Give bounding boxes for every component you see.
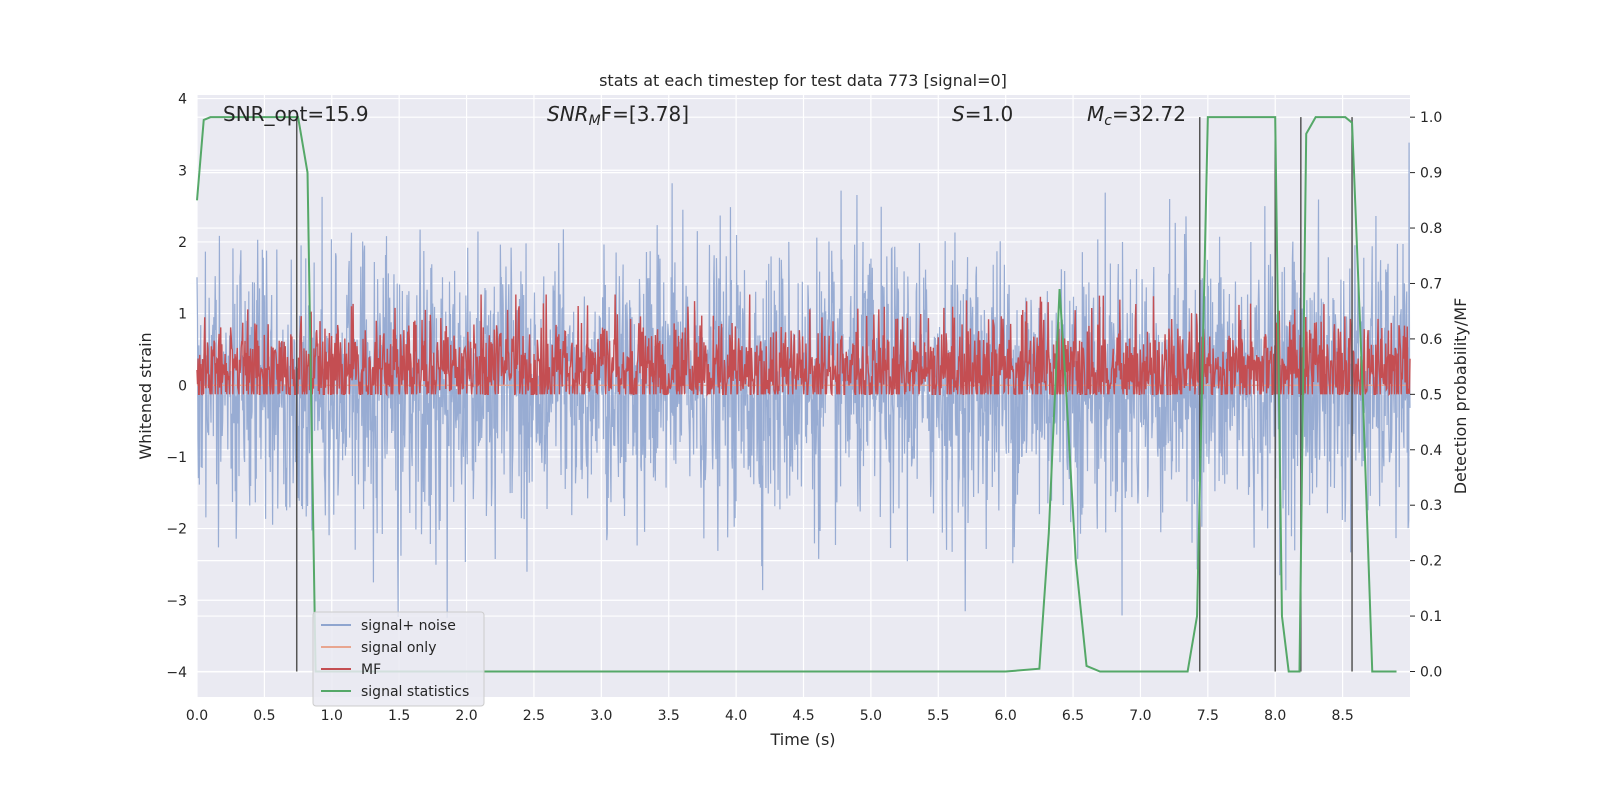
y-axis-right-label: Detection probability/MF — [1451, 298, 1470, 495]
s-value: =1.0 — [965, 102, 1014, 126]
y-left-tick-label: −4 — [166, 665, 187, 681]
annotation-snr-mf: SNRMF=[3.78] — [547, 102, 689, 129]
y-right-tick-label: 0.2 — [1420, 554, 1442, 570]
x-tick-label: 1.0 — [321, 708, 343, 724]
y-right-tick-labels: 1.0 0.9 0.8 0.7 0.6 0.5 0.4 0.3 0.2 0.1 0.0 — [1410, 110, 1442, 681]
signal-statistics-line — [196, 116, 1397, 673]
mf-series — [196, 294, 1411, 397]
x-tick-label: 6.5 — [1062, 708, 1084, 724]
x-tick-label: 0.5 — [253, 708, 275, 724]
legend-label-signal-only: signal only — [361, 640, 436, 656]
x-tick-label: 8.5 — [1331, 708, 1353, 724]
x-tick-label: 3.5 — [658, 708, 680, 724]
y-left-tick-label: −2 — [166, 522, 187, 538]
x-tick-label: 2.5 — [523, 708, 545, 724]
legend-label-signal-statistics: signal statistics — [361, 684, 469, 700]
x-tick-labels: 0.0 0.5 1.0 1.5 2.0 2.5 3.0 3.5 4.0 4.5 5.0 5.5 6.0 6… — [186, 708, 1354, 724]
s-label: S — [952, 102, 965, 126]
legend-label-mf: MF — [361, 662, 381, 678]
x-tick-label: 2.0 — [455, 708, 477, 724]
x-tick-label: 8.0 — [1264, 708, 1286, 724]
legend-label-signal-noise: signal+ noise — [361, 618, 456, 634]
x-tick-label: 4.0 — [725, 708, 747, 724]
x-tick-label: 0.0 — [186, 708, 208, 724]
y-right-tick-label: 0.0 — [1420, 665, 1442, 681]
x-tick-label: 7.5 — [1197, 708, 1219, 724]
y-left-tick-labels: 4 3 2 1 0 −1 −2 −3 −4 — [166, 92, 187, 681]
y-right-tick-label: 0.4 — [1420, 443, 1442, 459]
signal-statistics-series — [196, 116, 1397, 673]
x-tick-label: 5.5 — [927, 708, 949, 724]
y-left-tick-label: 2 — [178, 235, 187, 251]
y-left-tick-label: −3 — [166, 593, 187, 609]
mc-label: M — [1087, 102, 1104, 126]
legend-box — [312, 611, 485, 707]
y-right-tick-label: 0.3 — [1420, 498, 1442, 514]
annotation-mc: Mc=32.72 — [1087, 102, 1186, 129]
chart-title: stats at each timestep for test data 773… — [599, 71, 1007, 90]
y-right-tick-label: 1.0 — [1420, 110, 1442, 126]
annotation-s: S=1.0 — [952, 102, 1013, 126]
x-tick-label: 4.5 — [792, 708, 814, 724]
annotation-snr-opt: SNR_opt=15.9 — [223, 102, 369, 126]
y-left-tick-label: −1 — [166, 450, 187, 466]
snr-mf-label: SNR — [547, 102, 589, 126]
mc-value: =32.72 — [1112, 102, 1186, 126]
y-right-tick-label: 0.6 — [1420, 332, 1442, 348]
x-tick-label: 3.0 — [590, 708, 612, 724]
x-tick-label: 1.5 — [388, 708, 410, 724]
y-axis-left-label: Whitened strain — [136, 332, 155, 459]
y-right-tick-label: 0.9 — [1420, 166, 1442, 182]
mf-line — [196, 294, 1411, 397]
mc-sub: c — [1104, 113, 1112, 129]
legend: signal+ noise signal only MF signal stat… — [312, 611, 485, 707]
snr-mf-rest: F=[3.78] — [601, 102, 689, 126]
x-axis-label: Time (s) — [769, 730, 835, 749]
y-right-tick-label: 0.5 — [1420, 387, 1442, 403]
y-right-tick-label: 0.8 — [1420, 221, 1442, 237]
y-left-tick-label: 3 — [178, 163, 187, 179]
snr-mf-sub: M — [589, 113, 601, 129]
x-tick-label: 6.0 — [995, 708, 1017, 724]
y-left-tick-label: 0 — [178, 378, 187, 394]
y-right-tick-label: 0.7 — [1420, 276, 1442, 292]
grid — [196, 95, 1410, 697]
y-left-tick-label: 1 — [178, 307, 187, 323]
x-tick-label: 5.0 — [860, 708, 882, 724]
x-tick-label: 7.0 — [1129, 708, 1151, 724]
y-right-tick-label: 0.1 — [1420, 609, 1442, 625]
y-left-tick-label: 4 — [178, 92, 187, 108]
